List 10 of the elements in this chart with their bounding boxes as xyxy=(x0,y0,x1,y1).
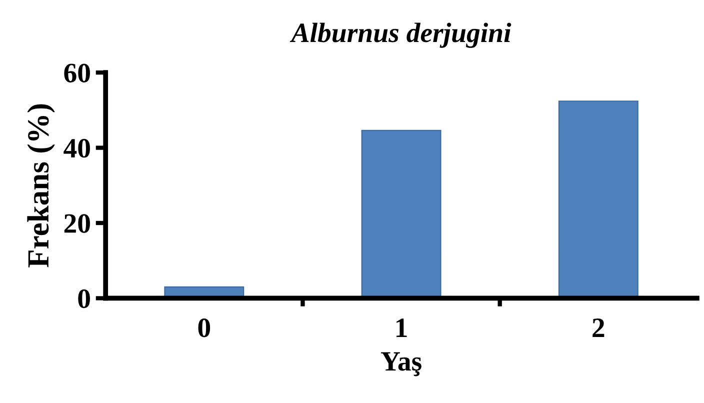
x-axis-title: Yaş xyxy=(380,352,422,376)
x-tick-label: 0 xyxy=(198,318,210,338)
y-tick-label: 60 xyxy=(64,64,90,82)
y-tick-label: 0 xyxy=(78,289,90,308)
x-tick-label: 1 xyxy=(396,318,407,337)
y-tick-label: 40 xyxy=(64,138,90,158)
y-tick-label: 20 xyxy=(64,214,90,233)
x-tick-label: 2 xyxy=(592,318,604,337)
y-axis-title: Frekans (%) xyxy=(27,104,55,268)
chart-title: Alburnus derjugini xyxy=(290,22,512,48)
